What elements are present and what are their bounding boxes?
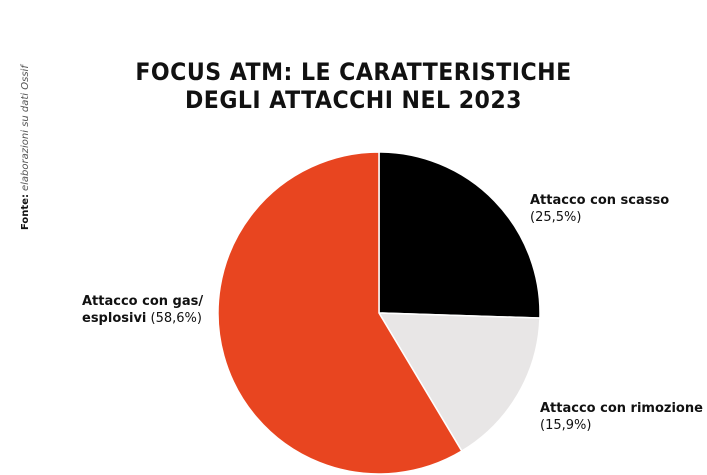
slice-label-gas-name: Attacco con gas/ <box>82 294 204 309</box>
slice-label-rimozione: Attacco con rimozione (15,9%) <box>540 400 703 434</box>
slice-label-gas: Attacco con gas/ esplosivi (58,6%) <box>82 293 203 327</box>
chart-title: FOCUS ATM: LE CARATTERISTICHE DEGLI ATTA… <box>28 58 678 114</box>
slice-label-scasso-name: Attacco con scasso <box>530 193 670 208</box>
chart-title-line-2: DEGLI ATTACCHI NEL 2023 <box>184 86 523 114</box>
slice-label-rimozione-pct: (15,9%) <box>540 418 592 433</box>
slice-label-gas-name-2: esplosivi <box>82 311 147 326</box>
slice-label-gas-pct: (58,6%) <box>146 311 202 326</box>
slice-label-rimozione-name: Attacco con rimozione <box>540 401 703 416</box>
pie-slice-gas <box>217 151 463 475</box>
pie-slice-rimozione <box>377 312 541 453</box>
chart-title-line-1: FOCUS ATM: LE CARATTERISTICHE <box>135 58 572 86</box>
slice-label-scasso: Attacco con scasso (25,5%) <box>530 192 669 226</box>
pie-slice-scasso <box>378 151 541 319</box>
slice-label-scasso-pct: (25,5%) <box>530 210 582 225</box>
